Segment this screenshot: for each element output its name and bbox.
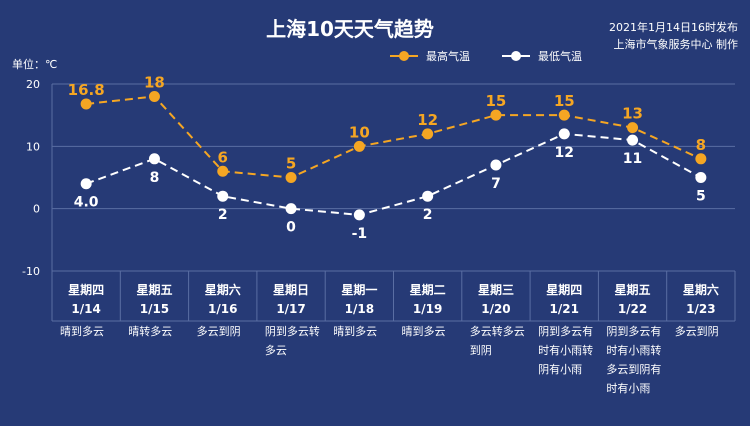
high-temp-label: 16.8 bbox=[68, 81, 105, 99]
legend-low-label: 最低气温 bbox=[538, 49, 582, 63]
weather-label: 到阴 bbox=[470, 344, 492, 357]
weather-label: 多云 bbox=[265, 343, 287, 357]
low-temp-label: 2 bbox=[423, 207, 433, 223]
date-label: 1/21 bbox=[550, 302, 579, 316]
high-temp-point bbox=[80, 98, 92, 110]
weather-label: 阴有小雨 bbox=[538, 362, 582, 376]
high-temp-label: 15 bbox=[486, 92, 507, 110]
low-temp-label: 8 bbox=[150, 170, 160, 186]
weather-label: 阴到多云有 bbox=[538, 324, 593, 338]
high-temp-label: 8 bbox=[696, 136, 706, 154]
date-label: 1/17 bbox=[276, 302, 305, 316]
low-temp-point bbox=[217, 190, 229, 202]
weekday-label: 星期五 bbox=[136, 282, 172, 297]
data-labels: 16.8 18 6 5 10 12 15 15 13 8 4.0 8 2 0 -1 2 7 12 11 5 bbox=[68, 73, 706, 241]
weather-label: 晴到多云 bbox=[402, 324, 446, 338]
high-temp-label: 15 bbox=[554, 92, 575, 110]
low-temp-label: 7 bbox=[491, 176, 501, 192]
high-temp-point bbox=[148, 90, 160, 102]
legend-high-label: 最高气温 bbox=[426, 49, 470, 63]
weather-label: 阴到多云有 bbox=[606, 324, 661, 338]
issued-time: 2021年1月14日16时发布 bbox=[609, 20, 738, 34]
date-label: 1/19 bbox=[413, 302, 442, 316]
series bbox=[80, 90, 707, 221]
high-temp-label: 10 bbox=[349, 123, 370, 141]
low-temp-point bbox=[285, 203, 297, 215]
date-label: 1/23 bbox=[686, 302, 715, 316]
weekday-label: 星期六 bbox=[205, 282, 241, 297]
low-temp-label: 11 bbox=[623, 151, 642, 167]
high-temp-label: 18 bbox=[144, 73, 165, 91]
date-label: 1/22 bbox=[618, 302, 647, 316]
low-temp-point bbox=[490, 159, 502, 171]
low-temp-label: 0 bbox=[286, 220, 296, 236]
weather-label: 时有小雨转 bbox=[538, 343, 593, 357]
weather-label: 时有小雨转 bbox=[606, 343, 661, 357]
date-label: 1/20 bbox=[481, 302, 510, 316]
weekday-label: 星期四 bbox=[68, 282, 104, 297]
day-table: 星期四1/14晴到多云星期五1/15晴转多云星期六1/16多云到阴星期日1/17… bbox=[51, 271, 736, 395]
legend: 最高气温 最低气温 bbox=[390, 49, 582, 63]
unit-label: 单位：℃ bbox=[12, 57, 57, 71]
low-temp-point bbox=[422, 190, 434, 202]
source-credit: 上海市气象服务中心 制作 bbox=[614, 37, 739, 51]
high-temp-point bbox=[627, 122, 639, 134]
high-temp-line bbox=[86, 95, 702, 179]
high-temp-point bbox=[285, 172, 297, 183]
date-label: 1/15 bbox=[140, 302, 169, 316]
weather-label: 晴到多云 bbox=[333, 324, 377, 338]
weekday-label: 星期一 bbox=[341, 282, 377, 297]
weather-label: 多云转多云 bbox=[470, 324, 525, 338]
high-temp-point bbox=[353, 140, 365, 152]
low-temp-label: 4.0 bbox=[74, 195, 99, 211]
weather-label: 阴到多云转 bbox=[265, 324, 320, 338]
y-tick-label: 20 bbox=[26, 78, 40, 91]
weekday-label: 星期三 bbox=[478, 282, 514, 297]
weather-label: 多云到阴有 bbox=[606, 362, 661, 376]
weather-label: 时有小雨 bbox=[606, 381, 650, 395]
high-temp-point bbox=[422, 128, 434, 140]
low-temp-line bbox=[85, 132, 702, 216]
low-temp-label: 2 bbox=[218, 207, 228, 223]
low-temp-point bbox=[695, 172, 707, 183]
low-temp-point bbox=[558, 128, 570, 140]
y-tick-label: 0 bbox=[33, 203, 40, 216]
low-temp-point bbox=[148, 153, 160, 165]
weekday-label: 星期四 bbox=[546, 282, 582, 297]
weather-label: 晴到多云 bbox=[60, 324, 104, 338]
high-temp-label: 12 bbox=[417, 111, 438, 129]
high-temp-label: 6 bbox=[218, 148, 228, 166]
date-label: 1/16 bbox=[208, 302, 237, 316]
date-label: 1/18 bbox=[345, 302, 374, 316]
weekday-label: 星期六 bbox=[683, 282, 719, 297]
date-label: 1/14 bbox=[71, 302, 100, 316]
low-temp-point bbox=[353, 209, 365, 221]
y-tick-label: 10 bbox=[26, 140, 40, 153]
low-temp-point bbox=[80, 178, 92, 190]
low-temp-label: 5 bbox=[696, 189, 706, 205]
high-temp-point bbox=[695, 153, 707, 165]
chart-title: 上海10天天气趋势 bbox=[266, 17, 434, 41]
high-temp-label: 13 bbox=[622, 105, 643, 123]
low-temp-point bbox=[627, 134, 639, 146]
weekday-label: 星期二 bbox=[410, 282, 446, 297]
weather-label: 多云到阴 bbox=[197, 324, 241, 338]
weekday-label: 星期日 bbox=[273, 282, 309, 297]
legend-high-marker bbox=[399, 51, 409, 61]
weather-label: 多云到阴 bbox=[675, 324, 719, 338]
high-temp-point bbox=[490, 109, 502, 121]
high-temp-point bbox=[217, 165, 229, 177]
weather-label: 晴转多云 bbox=[128, 324, 172, 338]
high-temp-label: 5 bbox=[286, 155, 296, 173]
legend-low-marker bbox=[511, 51, 521, 61]
y-tick-label: -10 bbox=[22, 265, 40, 278]
high-temp-point bbox=[558, 109, 570, 121]
low-temp-label: -1 bbox=[352, 226, 368, 242]
weekday-label: 星期五 bbox=[615, 282, 651, 297]
low-temp-label: 12 bbox=[555, 145, 574, 161]
